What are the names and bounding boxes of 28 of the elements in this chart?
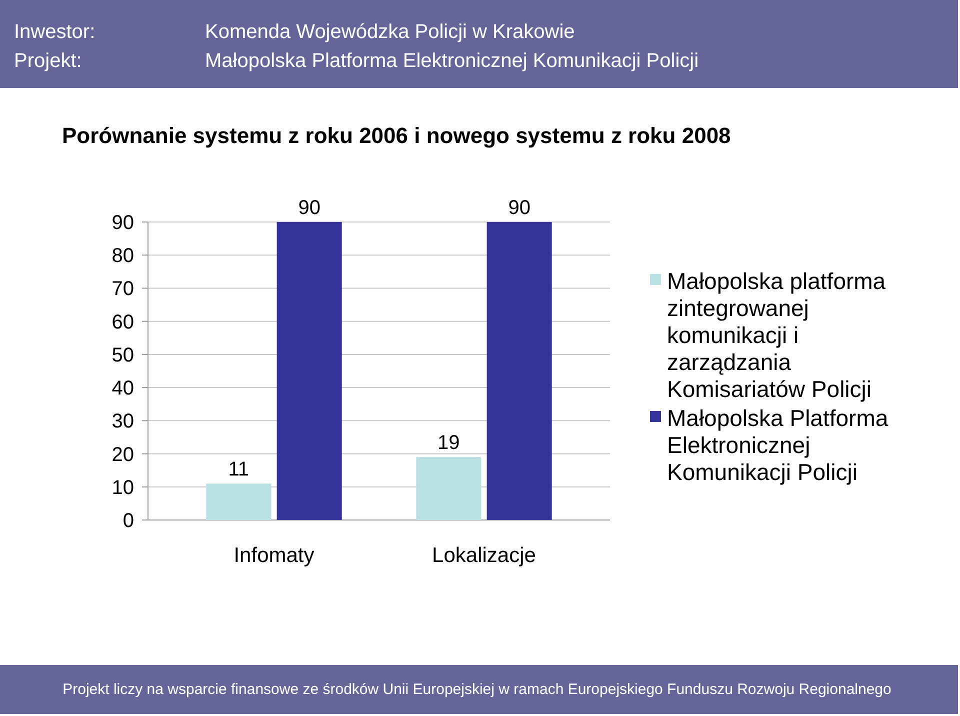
x-tick-label: Infomaty <box>234 544 315 567</box>
y-tick-label: 40 <box>112 378 134 400</box>
y-tick-label: 10 <box>112 476 134 499</box>
text: Projekt liczy na wsparcie finansowe ze środków Unii Europejskiej w ramach Europejskiego Funduszu Rozwoju Regionalnego <box>62 681 892 698</box>
bar <box>416 457 482 520</box>
chart-title: Porównanie systemu z roku 2006 i nowego systemu z roku 2008 <box>62 123 731 148</box>
y-tick-label: 20 <box>112 444 134 466</box>
legend-label: Małopolska Platforma Elektronicznej Komunikacji Policji <box>667 405 888 485</box>
legend-label: Małopolska platforma zintegrowanej komunikacji i zarządzania Komisariatów Policji <box>667 268 886 402</box>
data-label: 19 <box>438 432 460 454</box>
y-tick-label: 0 <box>122 510 134 532</box>
data-label: 11 <box>228 458 250 481</box>
text: Inwestor: <box>14 21 96 43</box>
text: Komenda Wojewódzka Policji w Krakowie <box>205 21 575 43</box>
y-tick-label: 60 <box>112 311 134 334</box>
bar <box>486 222 552 520</box>
data-label: 90 <box>298 197 320 219</box>
data-label: 90 <box>508 197 530 219</box>
y-tick-label: 90 <box>112 212 134 234</box>
bar <box>206 484 272 520</box>
y-tick-label: 50 <box>112 344 134 366</box>
y-tick-label: 30 <box>112 410 134 433</box>
y-tick-label: 80 <box>112 245 134 268</box>
text: Małopolska Platforma Elektronicznej Komunikacji Policji <box>205 50 699 72</box>
bar <box>276 222 342 520</box>
text: Projekt: <box>14 50 82 72</box>
y-tick-label: 70 <box>112 278 134 300</box>
x-tick-label: Lokalizacje <box>432 544 536 567</box>
